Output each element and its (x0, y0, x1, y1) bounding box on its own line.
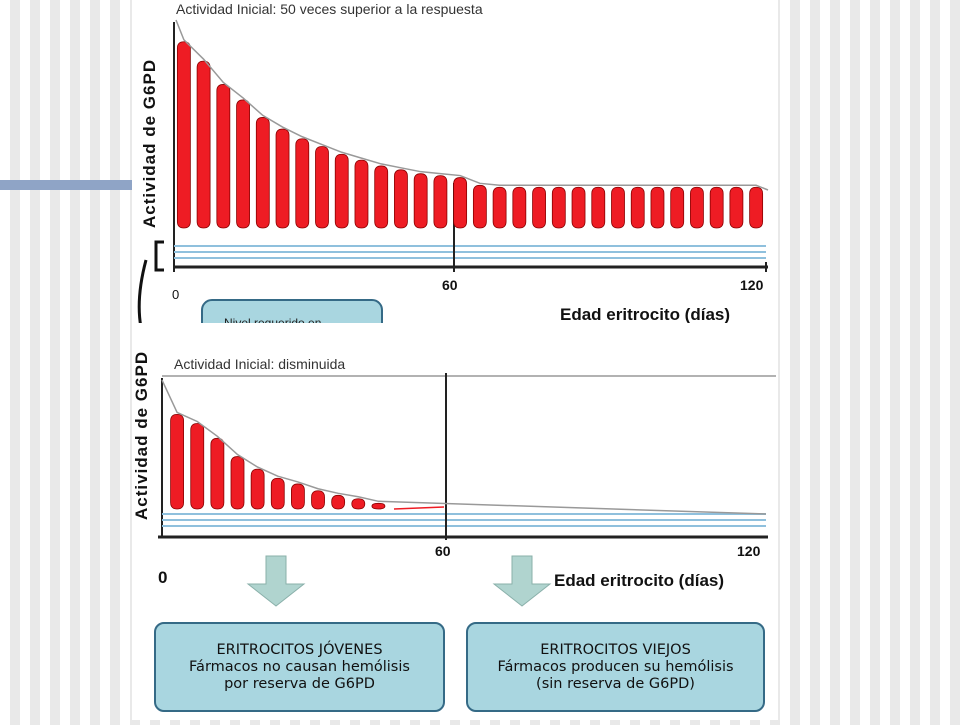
chart-bottom-title: Actividad Inicial: disminuida (174, 356, 345, 372)
bar (670, 186, 685, 229)
bar (690, 186, 704, 229)
bar (275, 128, 290, 229)
chart-top-bars (176, 41, 764, 229)
bar (749, 186, 764, 229)
chart-bottom: Actividad de G6PD Actividad Inicial: dis… (132, 351, 776, 590)
chart-bottom-envelope (161, 379, 767, 515)
bar (532, 186, 546, 229)
bar (453, 177, 468, 229)
old-box-title: ERITROCITOS VIEJOS (540, 641, 691, 658)
bar (315, 146, 329, 229)
chart-top: Actividad Inicial: 50 veces superior a l… (137, 1, 769, 361)
bar (236, 99, 250, 229)
chart-bottom-xlabel: Edad eritrocito (días) (554, 571, 724, 590)
chart-bottom-tick-60: 60 (435, 543, 451, 559)
bar (492, 186, 507, 229)
bar (295, 138, 310, 229)
chart-top-bracket (154, 240, 164, 272)
chart-bottom-tick-120: 120 (737, 543, 761, 559)
bar (413, 173, 428, 229)
bar (611, 186, 625, 229)
young-box-line2: Fármacos no causan hemólisis (189, 658, 410, 675)
bar (270, 477, 285, 510)
bar (255, 117, 270, 229)
old-erythrocytes-box: ERITROCITOS VIEJOS Fármacos producen su … (466, 622, 765, 712)
bar (170, 413, 184, 510)
bar (571, 186, 586, 229)
old-box-line2: Fármacos producen su hemólisis (497, 658, 734, 675)
bar (709, 186, 724, 229)
chart-bottom-reserve-lines (162, 513, 766, 527)
bar (291, 483, 305, 510)
slide: Actividad Inicial: 50 veces superior a l… (132, 0, 778, 720)
young-box-title: ERITROCITOS JÓVENES (216, 641, 383, 658)
bar (216, 84, 231, 229)
arrow-down-young-icon (246, 555, 306, 607)
chart-top-tick-0: 0 (172, 287, 179, 302)
bar (729, 186, 744, 229)
old-box-line3: (sin reserva de G6PD) (536, 675, 695, 692)
bar (650, 186, 665, 229)
chart-bottom-bars (170, 413, 386, 510)
bar (311, 490, 325, 510)
bar (190, 423, 205, 510)
bar (374, 165, 389, 229)
chart-top-envelope (175, 19, 769, 191)
young-box-line3: por reserva de G6PD (224, 675, 375, 692)
arrow-down-old-icon (492, 555, 552, 607)
bar (433, 175, 448, 229)
bar (334, 153, 349, 229)
chart-top-ylabel: Actividad de G6PD (140, 59, 159, 228)
bar (591, 186, 606, 229)
bar (331, 494, 346, 510)
bar (210, 437, 225, 510)
accent-bar (0, 180, 132, 190)
figure-svg: Actividad Inicial: 50 veces superior a l… (132, 1, 778, 720)
chart-top-xlabel: Edad eritrocito (días) (560, 305, 730, 324)
chart-bottom-tail-mark (393, 506, 445, 510)
bar (371, 502, 386, 510)
bar (176, 41, 191, 229)
bar (250, 468, 265, 510)
chart-top-title: Actividad Inicial: 50 veces superior a l… (176, 1, 483, 17)
chart-top-reserve-lines (174, 245, 766, 259)
chart-bottom-tick-0: 0 (158, 568, 167, 587)
young-erythrocytes-box: ERITROCITOS JÓVENES Fármacos no causan h… (154, 622, 445, 712)
bar (354, 159, 369, 229)
bar (394, 169, 408, 229)
bar (351, 498, 366, 510)
bar (196, 60, 211, 229)
bar (551, 186, 566, 229)
chart-top-tick-120: 120 (740, 277, 764, 293)
bar (472, 184, 487, 229)
bar (630, 186, 645, 229)
chart-bottom-ylabel: Actividad de G6PD (132, 351, 151, 520)
chart-top-tick-60: 60 (442, 277, 458, 293)
bar (230, 456, 245, 510)
bar (512, 186, 527, 229)
